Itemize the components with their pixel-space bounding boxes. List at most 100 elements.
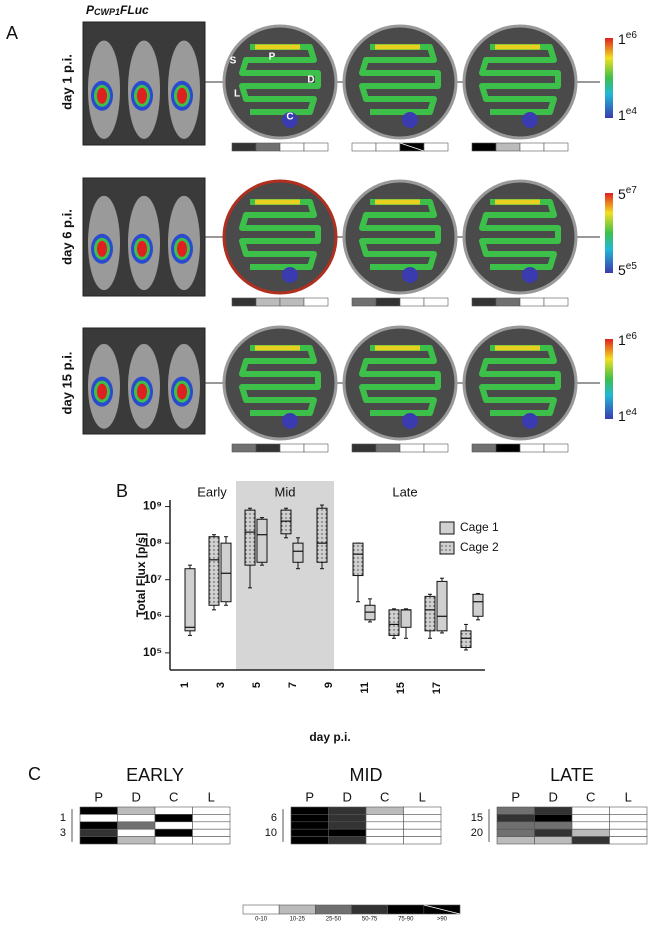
region-label: Mid xyxy=(275,484,296,499)
color-scale-label: 1e4 xyxy=(618,106,637,123)
heat-cell xyxy=(365,828,404,837)
row-label: day 15 p.i. xyxy=(59,352,74,415)
heat-cell xyxy=(609,814,648,823)
heat-cell xyxy=(79,836,118,845)
color-scale-label: 1e4 xyxy=(618,407,637,424)
column-header: C xyxy=(586,789,595,804)
row-label: 15 xyxy=(471,812,483,824)
box xyxy=(208,536,220,606)
grid-title: MID xyxy=(350,765,383,785)
gut xyxy=(359,199,441,270)
heat-cell xyxy=(403,806,442,815)
x-tick-label: 17 xyxy=(431,682,443,694)
color-scale-label: 1e6 xyxy=(618,30,637,47)
region-signal-cell xyxy=(471,297,497,307)
box xyxy=(292,542,304,563)
region-signal-cell xyxy=(303,142,329,152)
legend-cell xyxy=(242,904,280,915)
region-signal-cell xyxy=(303,443,329,453)
heat-cell xyxy=(571,836,610,845)
region-signal-cell xyxy=(255,142,281,152)
signal-blob xyxy=(177,240,187,257)
scale-exp: e7 xyxy=(626,185,638,196)
scale-base: 1 xyxy=(618,107,626,123)
column-header: D xyxy=(343,789,352,804)
color-scale xyxy=(605,339,613,419)
gut-end xyxy=(522,112,538,128)
heat-cell xyxy=(117,806,156,815)
y-tick-label: 10⁶ xyxy=(143,608,162,622)
region-signal-cell xyxy=(423,142,449,152)
heat-cell xyxy=(154,814,193,823)
legend-label: 50-75 xyxy=(362,917,378,923)
heat-cell xyxy=(117,821,156,830)
gut-region-label: S xyxy=(230,56,237,67)
heat-cell xyxy=(117,836,156,845)
gut-end xyxy=(402,413,418,429)
region-signal-cell xyxy=(519,142,545,152)
row-label: 3 xyxy=(60,827,66,839)
heat-cell xyxy=(365,806,404,815)
region-signal-cell xyxy=(423,443,449,453)
heat-cell xyxy=(192,836,231,845)
box xyxy=(460,630,472,649)
x-tick-label: 15 xyxy=(395,682,407,694)
gut xyxy=(239,44,321,115)
region-signal-cell xyxy=(495,443,521,453)
heat-cell xyxy=(403,814,442,823)
row-label: day 6 p.i. xyxy=(59,209,74,265)
heat-cell xyxy=(154,836,193,845)
signal-blob xyxy=(97,240,107,257)
gut xyxy=(479,44,561,115)
scale-base: 5 xyxy=(618,186,626,202)
color-scale-label: 1e6 xyxy=(618,331,637,348)
box xyxy=(472,593,484,617)
box xyxy=(244,509,256,566)
heat-cell xyxy=(609,828,648,837)
legend-label: Cage 1 xyxy=(460,520,499,534)
region-signal-cell xyxy=(471,443,497,453)
heat-cell xyxy=(609,836,648,845)
legend-cell xyxy=(351,904,388,915)
x-tick-label: 11 xyxy=(359,682,371,694)
legend-label: >90 xyxy=(437,917,448,923)
gut xyxy=(479,345,561,416)
region-signal-cell xyxy=(255,297,281,307)
heat-cell xyxy=(290,828,329,837)
column-header: P xyxy=(94,789,103,804)
region-signal-cell xyxy=(399,297,425,307)
heat-cell xyxy=(154,828,193,837)
row-label: 6 xyxy=(271,812,277,824)
heat-cell xyxy=(496,836,535,845)
signal-blob xyxy=(97,87,107,104)
heat-cell xyxy=(79,828,118,837)
region-signal-cell xyxy=(303,297,329,307)
gut-end xyxy=(282,267,298,283)
heat-cell xyxy=(328,806,367,815)
box xyxy=(220,542,232,603)
heat-cell xyxy=(192,821,231,830)
box xyxy=(388,609,400,636)
column-header: L xyxy=(625,789,632,804)
signal-blob xyxy=(177,87,187,104)
region-signal-cell-slash xyxy=(399,142,425,152)
region-signal-cell xyxy=(519,297,545,307)
heat-cell xyxy=(534,814,573,823)
heat-cell xyxy=(365,814,404,823)
signal-blob xyxy=(177,383,187,400)
gut-region-label: P xyxy=(269,52,276,63)
column-header: P xyxy=(511,789,520,804)
scale-base: 1 xyxy=(618,332,626,348)
legend-label: 10-25 xyxy=(290,917,306,923)
legend-label: Cage 2 xyxy=(460,540,499,554)
y-tick-label: 10⁵ xyxy=(143,645,162,659)
region-signal-cell xyxy=(351,443,377,453)
heat-cell xyxy=(328,814,367,823)
title-sub: CWP1 xyxy=(94,7,120,17)
row-label: 1 xyxy=(60,812,66,824)
heat-cell xyxy=(496,806,535,815)
x-tick-label: 3 xyxy=(215,682,227,688)
heat-cell xyxy=(79,806,118,815)
column-header: D xyxy=(549,789,558,804)
gut-end xyxy=(282,112,298,128)
